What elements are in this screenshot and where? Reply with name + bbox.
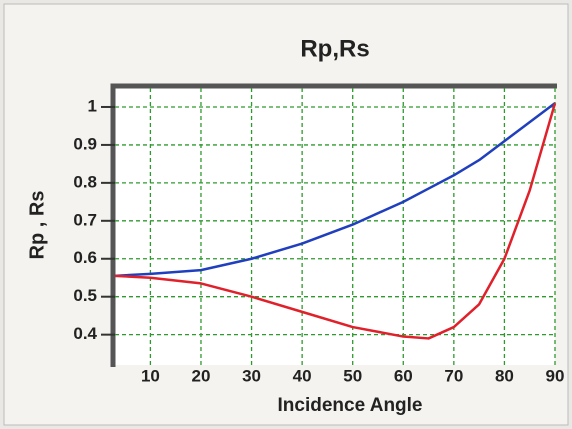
- chart-title: Rp,Rs: [300, 35, 369, 62]
- x-tick-label: 80: [495, 366, 514, 385]
- x-tick-label: 40: [293, 366, 312, 385]
- y-tick-label: 0.5: [73, 286, 97, 305]
- y-tick-label: 0.7: [73, 210, 97, 229]
- x-tick-label: 10: [141, 366, 160, 385]
- x-tick-label: 90: [546, 366, 565, 385]
- plot-area: [115, 88, 555, 365]
- series-line: [114, 102, 556, 278]
- plot-frame: [110, 83, 557, 367]
- x-tick-label: 70: [444, 366, 463, 385]
- y-axis-label: Rp , Rs: [26, 191, 48, 260]
- y-tick-label: 1: [88, 96, 97, 115]
- x-tick-label: 30: [242, 366, 261, 385]
- x-tick-label: 50: [343, 366, 362, 385]
- y-tick-label: 0.4: [73, 324, 97, 343]
- series-line: [114, 102, 557, 340]
- y-tick-label: 0.9: [73, 134, 97, 153]
- x-tick-label: 60: [394, 366, 413, 385]
- x-tick-label: 20: [192, 366, 211, 385]
- y-tick-label: 0.6: [73, 248, 97, 267]
- y-tick-label: 0.8: [73, 172, 97, 191]
- x-axis-label: Incidence Angle: [278, 395, 423, 416]
